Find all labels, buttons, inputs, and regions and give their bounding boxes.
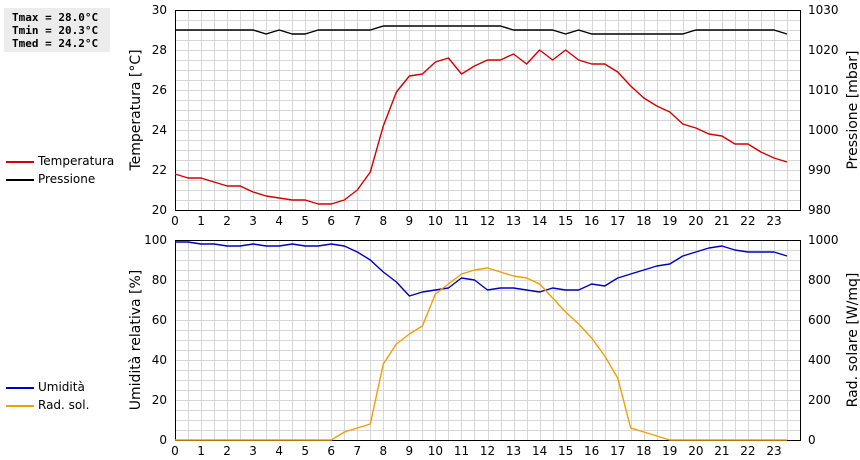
- chart2-xtick-label: 1: [197, 444, 205, 458]
- chart1-y2tick-label: 1010: [808, 83, 839, 97]
- chart2-ytick-label: 40: [152, 353, 167, 367]
- chart2-ytick-label: 60: [152, 313, 167, 327]
- chart1-xtick-label: 22: [740, 214, 755, 228]
- chart2-ytick-label: 0: [159, 433, 167, 447]
- chart2-ytick-label: 80: [152, 273, 167, 287]
- chart1-group: 0 1 2 3 4 5 6 7 8 9 10 11 12 13 14 15 16 17 18 19 20 21 22 2320…: [128, 3, 860, 228]
- chart2-xtick-label: 5: [301, 444, 309, 458]
- chart1-frame: [175, 10, 801, 211]
- chart2-xtick-label: 14: [532, 444, 547, 458]
- chart1-ytick-label: 20: [152, 203, 167, 217]
- legend-swatch-pressione: [6, 179, 34, 181]
- chart2-frame: [175, 240, 801, 441]
- chart1-series-pressione: [175, 25, 788, 35]
- chart2-xtick-label: 16: [584, 444, 599, 458]
- chart1-xtick-label: 2: [223, 214, 231, 228]
- tmin-text: Tmin = 20.3°C: [12, 24, 99, 37]
- legend-swatch-rad-sol: [6, 405, 34, 407]
- chart2-y2tick-label: 800: [808, 273, 831, 287]
- chart1-xtick-label: 14: [532, 214, 547, 228]
- chart2-y2tick-label: 1000: [808, 233, 839, 247]
- chart2-xtick-label: 21: [714, 444, 729, 458]
- chart1-y2tick-label: 980: [808, 203, 831, 217]
- chart2-xtick-label: 10: [428, 444, 443, 458]
- stats-box: Tmax = 28.0°C Tmin = 20.3°C Tmed = 24.2°…: [4, 8, 110, 52]
- chart2-xtick-label: 17: [610, 444, 625, 458]
- chart2-series-rad-sol: [175, 267, 787, 441]
- chart1-y2tick-label: 1030: [808, 3, 839, 17]
- chart2-xtick-label: 6: [327, 444, 335, 458]
- chart1-xtick-label: 10: [428, 214, 443, 228]
- chart1-ytick-label: 22: [152, 163, 167, 177]
- chart1-y2label: Pressione [mbar]: [845, 50, 860, 169]
- chart1-xtick-label: 0: [171, 214, 179, 228]
- legend-label-umidita: Umidità: [38, 380, 85, 394]
- chart1-xtick-label: 9: [406, 214, 414, 228]
- chart1-xtick-label: 23: [766, 214, 781, 228]
- tmax-text: Tmax = 28.0°C: [12, 11, 99, 24]
- chart1-y2tick-label: 990: [808, 163, 831, 177]
- chart1-xtick-label: 17: [610, 214, 625, 228]
- chart1-xtick-label: 16: [584, 214, 599, 228]
- chart1-xtick-label: 8: [380, 214, 388, 228]
- chart1-y2tick-label: 1020: [808, 43, 839, 57]
- chart1-xtick-label: 6: [327, 214, 335, 228]
- chart2-y2tick-label: 0: [808, 433, 816, 447]
- chart2-xtick-label: 20: [688, 444, 703, 458]
- tmed-text: Tmed = 24.2°C: [12, 37, 99, 50]
- chart2-xtick-label: 8: [380, 444, 388, 458]
- chart2-y2tick-label: 400: [808, 353, 831, 367]
- chart2-xtick-label: 4: [275, 444, 283, 458]
- chart2-xtick-label: 0: [171, 444, 179, 458]
- chart2-group: 0 1 2 3 4 5 6 7 8 9 10 11 12 13 14 15 16 17 18 19 20 21 22 2302…: [128, 233, 860, 458]
- chart1-ytick-label: 26: [152, 83, 167, 97]
- chart2-xtick-label: 12: [480, 444, 495, 458]
- chart1-xtick-label: 4: [275, 214, 283, 228]
- chart1-xtick-label: 20: [688, 214, 703, 228]
- chart1-xtick-label: 11: [454, 214, 469, 228]
- chart2-xtick-label: 2: [223, 444, 231, 458]
- chart1-xtick-label: 7: [353, 214, 361, 228]
- legend-swatch-temperatura: [6, 161, 34, 163]
- chart2-y2label: Rad. solare [W/mq]: [845, 273, 860, 408]
- legend-label-temperatura: Temperatura: [38, 154, 115, 168]
- chart1-ytick-label: 30: [152, 3, 167, 17]
- chart2-xtick-label: 15: [558, 444, 573, 458]
- chart2-xtick-label: 23: [766, 444, 781, 458]
- legend-label-pressione: Pressione: [38, 172, 96, 186]
- chart2-xtick-label: 22: [740, 444, 755, 458]
- chart1-xtick-label: 12: [480, 214, 495, 228]
- chart2-xtick-label: 19: [662, 444, 677, 458]
- chart2-ytick-label: 100: [144, 233, 167, 247]
- chart2-ylabel: Umidità relativa [%]: [128, 270, 144, 411]
- chart1-ylabel: Temperatura [°C]: [128, 49, 144, 171]
- chart1-ytick-label: 28: [152, 43, 167, 57]
- chart2-xtick-label: 9: [406, 444, 414, 458]
- chart2-xtick-label: 13: [506, 444, 521, 458]
- chart1-xtick-label: 3: [249, 214, 257, 228]
- chart2-xtick-label: 11: [454, 444, 469, 458]
- chart2-y2tick-label: 200: [808, 393, 831, 407]
- chart2-ytick-label: 20: [152, 393, 167, 407]
- legend-label-rad-sol: Rad. sol.: [38, 398, 90, 412]
- chart1-ytick-label: 24: [152, 123, 167, 137]
- chart1-series-temperatura: [174, 49, 788, 205]
- chart1-xtick-label: 1: [197, 214, 205, 228]
- chart2-y2tick-label: 600: [808, 313, 831, 327]
- chart2-xtick-label: 18: [636, 444, 651, 458]
- chart2-xtick-label: 7: [353, 444, 361, 458]
- chart1-xtick-label: 19: [662, 214, 677, 228]
- chart1-xtick-label: 18: [636, 214, 651, 228]
- chart1-xtick-label: 13: [506, 214, 521, 228]
- chart1-xtick-label: 15: [558, 214, 573, 228]
- chart2-xtick-label: 3: [249, 444, 257, 458]
- legend-swatch-umidita: [6, 387, 34, 389]
- chart2-series-umidit: [175, 241, 788, 297]
- chart1-xtick-label: 21: [714, 214, 729, 228]
- chart1-xtick-label: 5: [301, 214, 309, 228]
- chart1-y2tick-label: 1000: [808, 123, 839, 137]
